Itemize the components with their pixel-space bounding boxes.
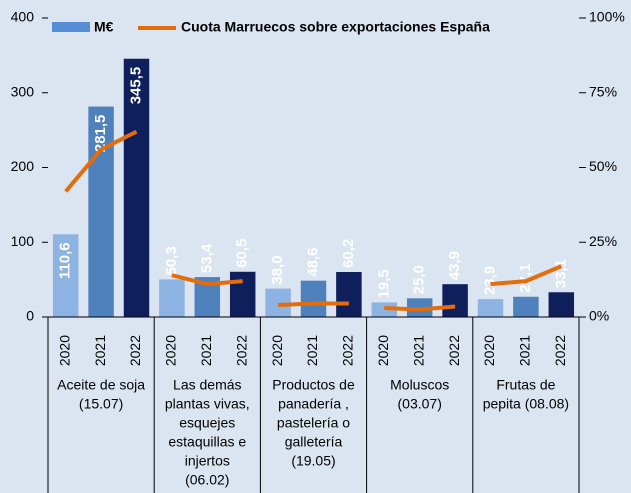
data-label: 60,5 xyxy=(234,239,251,268)
x-tick-label: 2020 xyxy=(163,335,179,366)
x-tick-label: 2021 xyxy=(92,335,108,366)
group-label: Productos de xyxy=(272,377,355,393)
share-line xyxy=(384,304,456,312)
group-label: pastelería o xyxy=(277,415,350,431)
x-tick-label: 2021 xyxy=(198,335,214,366)
x-tick-label: 2020 xyxy=(269,335,285,366)
x-tick-label: 2022 xyxy=(233,335,249,366)
share-line xyxy=(490,264,563,287)
x-tick-label: 2020 xyxy=(56,335,72,366)
group-label: (15.07) xyxy=(79,396,123,412)
data-label: 53,4 xyxy=(198,243,215,273)
x-tick-label: 2022 xyxy=(340,335,356,366)
group-label: (03.07) xyxy=(398,396,442,412)
data-label: 25,0 xyxy=(411,265,428,294)
group-label: esquejes xyxy=(179,415,235,431)
data-label: 110,6 xyxy=(57,242,74,279)
group-label: panadería , xyxy=(278,396,349,412)
x-tick-label: 2021 xyxy=(517,335,533,366)
y-tick-label: 300 xyxy=(11,83,35,99)
legend-label: M€ xyxy=(94,19,114,35)
data-label: 33,1 xyxy=(552,259,569,288)
data-label: 345,5 xyxy=(127,67,144,105)
bar xyxy=(52,234,79,317)
x-tick-label: 2020 xyxy=(481,335,497,366)
data-label: 23,9 xyxy=(481,266,498,295)
bar xyxy=(123,58,150,318)
data-label: 38,0 xyxy=(269,255,286,284)
y2-tick-label: 75% xyxy=(589,83,617,99)
data-label: 50,3 xyxy=(163,246,180,275)
data-label: 19,5 xyxy=(375,269,392,298)
bar xyxy=(513,296,539,317)
group-label: injertos xyxy=(185,453,230,469)
y2-tick-label: 0% xyxy=(589,308,609,324)
data-label: 43,9 xyxy=(446,251,463,280)
x-tick-label: 2022 xyxy=(127,335,143,366)
group-label: galletería xyxy=(285,434,343,450)
bar xyxy=(300,280,327,317)
y-tick-label: 0 xyxy=(26,308,34,324)
x-tick-label: 2022 xyxy=(552,335,568,366)
data-label: 27,1 xyxy=(517,264,534,293)
group-label: (19.05) xyxy=(291,453,335,469)
group-label: Moluscos xyxy=(390,377,449,393)
group-label: pepita (08.08) xyxy=(483,396,569,412)
bar xyxy=(229,271,256,317)
y2-tick-label: 50% xyxy=(589,158,617,174)
y-tick-label: 100 xyxy=(11,233,35,249)
group-label: Frutas de xyxy=(496,377,555,393)
legend-swatch xyxy=(52,22,90,32)
x-tick-label: 2021 xyxy=(304,335,320,366)
x-tick-label: 2021 xyxy=(410,335,426,366)
share-line xyxy=(171,273,243,287)
bar xyxy=(548,292,575,317)
bar xyxy=(477,299,504,317)
share-line xyxy=(278,301,349,308)
bar xyxy=(88,106,114,317)
y-tick-label: 400 xyxy=(11,9,35,25)
x-tick-label: 2022 xyxy=(446,335,462,366)
bar xyxy=(442,284,468,317)
x-tick-label: 2020 xyxy=(375,335,391,366)
data-label: 281,5 xyxy=(92,115,109,153)
y2-tick-label: 100% xyxy=(589,9,625,25)
data-label: 60,2 xyxy=(340,239,357,268)
data-label: 48,6 xyxy=(304,247,321,276)
share-line xyxy=(64,129,138,193)
group-label: Las demás xyxy=(173,377,241,393)
group-label: estaquillas e xyxy=(168,434,246,450)
bar xyxy=(336,272,362,317)
group-label: plantas vivas, xyxy=(165,396,250,412)
y2-tick-label: 25% xyxy=(589,233,617,249)
legend-label: Cuota Marruecos sobre exportaciones Espa… xyxy=(181,19,490,35)
group-label: (06.02) xyxy=(185,472,229,488)
bar xyxy=(159,279,185,317)
group-label: Aceite de soja xyxy=(57,377,145,393)
y-tick-label: 200 xyxy=(11,158,35,174)
